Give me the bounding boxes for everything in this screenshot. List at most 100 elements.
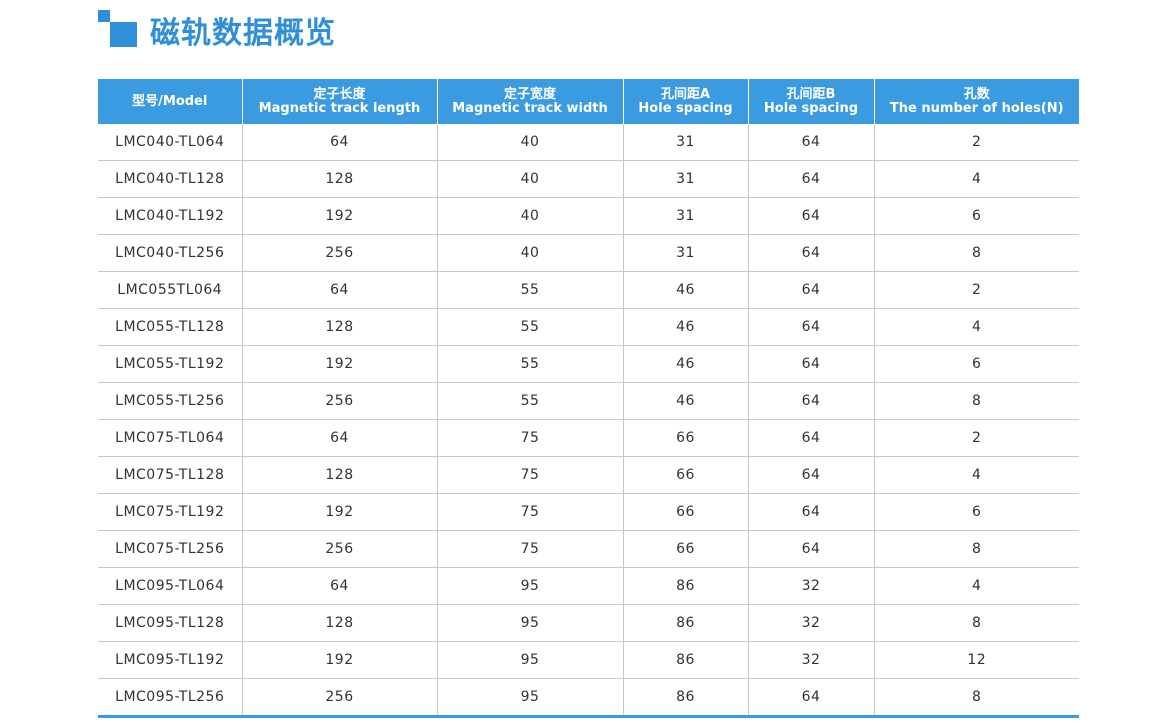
table-row: LMC075-TL192 192 75 66 64 6 bbox=[98, 493, 1079, 531]
table-row: LMC040-TL192 192 40 31 64 6 bbox=[98, 197, 1079, 235]
table-row: LMC095-TL192 192 95 86 32 12 bbox=[98, 641, 1079, 679]
table-row: LMC055TL064 64 55 46 64 2 bbox=[98, 271, 1079, 309]
model-cell: LMC055-TL192 bbox=[98, 345, 242, 383]
value-cell: 256 bbox=[241, 234, 437, 272]
value-cell: 66 bbox=[622, 493, 748, 531]
value-cell: 8 bbox=[873, 604, 1079, 642]
table-row: LMC040-TL128 128 40 31 64 4 bbox=[98, 160, 1079, 198]
title-icon bbox=[98, 10, 110, 22]
value-cell: 64 bbox=[747, 124, 874, 161]
header-line: Magnetic track length bbox=[258, 100, 421, 116]
value-cell: 64 bbox=[747, 530, 874, 568]
value-cell: 40 bbox=[436, 197, 623, 235]
header-line: 定子长度 bbox=[313, 86, 366, 102]
value-cell: 192 bbox=[241, 493, 437, 531]
value-cell: 6 bbox=[873, 345, 1079, 383]
table-row: LMC055-TL256 256 55 46 64 8 bbox=[98, 382, 1079, 420]
column-header: 孔间距A Hole spacing bbox=[622, 79, 748, 124]
value-cell: 66 bbox=[622, 456, 748, 494]
value-cell: 75 bbox=[436, 493, 623, 531]
model-cell: LMC095-TL256 bbox=[98, 678, 242, 717]
model-cell: LMC055-TL256 bbox=[98, 382, 242, 420]
value-cell: 256 bbox=[241, 530, 437, 568]
value-cell: 8 bbox=[873, 678, 1079, 717]
value-cell: 86 bbox=[622, 678, 748, 717]
value-cell: 95 bbox=[436, 678, 623, 717]
value-cell: 8 bbox=[873, 530, 1079, 568]
value-cell: 256 bbox=[241, 382, 437, 420]
model-cell: LMC055-TL128 bbox=[98, 308, 242, 346]
table-row: LMC095-TL128 128 95 86 32 8 bbox=[98, 604, 1079, 642]
value-cell: 64 bbox=[747, 382, 874, 420]
value-cell: 32 bbox=[747, 604, 874, 642]
value-cell: 2 bbox=[873, 124, 1079, 161]
header-line: 孔间距B bbox=[786, 86, 836, 102]
value-cell: 6 bbox=[873, 493, 1079, 531]
header-line: 孔数 bbox=[963, 86, 990, 102]
value-cell: 128 bbox=[241, 308, 437, 346]
model-cell: LMC075-TL256 bbox=[98, 530, 242, 568]
value-cell: 86 bbox=[622, 641, 748, 679]
value-cell: 64 bbox=[241, 271, 437, 309]
header-line: 孔间距A bbox=[660, 86, 711, 102]
value-cell: 75 bbox=[436, 419, 623, 457]
value-cell: 31 bbox=[622, 160, 748, 198]
value-cell: 95 bbox=[436, 641, 623, 679]
value-cell: 64 bbox=[241, 567, 437, 605]
value-cell: 66 bbox=[622, 419, 748, 457]
value-cell: 6 bbox=[873, 197, 1079, 235]
value-cell: 55 bbox=[436, 345, 623, 383]
column-header: 型号/Model bbox=[98, 79, 242, 124]
model-cell: LMC040-TL064 bbox=[115, 134, 225, 150]
value-cell: 31 bbox=[622, 124, 748, 161]
value-cell: 4 bbox=[873, 160, 1079, 198]
column-header: 孔数 The number of holes(N) bbox=[873, 79, 1079, 124]
value-cell: 8 bbox=[873, 382, 1079, 420]
model-cell: LMC095-TL064 bbox=[98, 567, 242, 605]
model-cell: LMC040-TL128 bbox=[98, 160, 242, 198]
header-line: 型号/Model bbox=[132, 93, 208, 109]
value-cell: 32 bbox=[747, 641, 874, 679]
header-line: Hole spacing bbox=[763, 100, 859, 116]
value-cell: 4 bbox=[873, 308, 1079, 346]
value-cell: 86 bbox=[622, 567, 748, 605]
value-cell: 64 bbox=[747, 493, 874, 531]
value-cell: 31 bbox=[622, 234, 748, 272]
table-row: LMC040-TL064 64 40 31 64 2 bbox=[98, 124, 1079, 161]
value-cell: 192 bbox=[241, 641, 437, 679]
value-cell: 64 bbox=[747, 234, 874, 272]
value-cell: 12 bbox=[873, 641, 1079, 679]
value-cell: 40 bbox=[436, 160, 623, 198]
model-cell: LMC095-TL128 bbox=[98, 604, 242, 642]
value-cell: 128 bbox=[241, 456, 437, 494]
page-title: 磁轨数据概览 bbox=[150, 16, 336, 51]
value-cell: 2 bbox=[873, 419, 1079, 457]
value-cell: 86 bbox=[622, 604, 748, 642]
header-line: 定子宽度 bbox=[503, 86, 556, 102]
column-header: 定子宽度 Magnetic track width bbox=[436, 79, 623, 124]
value-cell: 40 bbox=[436, 124, 623, 161]
table-row: LMC055-TL192 192 55 46 64 6 bbox=[98, 345, 1079, 383]
table-row: LMC095-TL256 256 95 86 64 8 bbox=[98, 678, 1079, 717]
value-cell: 4 bbox=[873, 567, 1079, 605]
value-cell: 95 bbox=[436, 567, 623, 605]
value-cell: 64 bbox=[747, 419, 874, 457]
value-cell: 2 bbox=[873, 271, 1079, 309]
value-cell: 64 bbox=[747, 197, 874, 235]
model-cell: LMC040-TL256 bbox=[98, 234, 242, 272]
model-cell: LMC075-TL192 bbox=[98, 493, 242, 531]
header-row: 型号/Model 定子长度 Magnetic track length 定子宽度 Mag… bbox=[98, 79, 1079, 124]
table-row: LMC075-TL128 128 75 66 64 4 bbox=[98, 456, 1079, 494]
header-line: Hole spacing bbox=[638, 100, 733, 116]
title-icon bbox=[110, 22, 137, 47]
column-header: 孔间距B Hole spacing bbox=[747, 79, 874, 124]
value-cell: 64 bbox=[747, 160, 874, 198]
value-cell: 75 bbox=[436, 530, 623, 568]
value-cell: 4 bbox=[873, 456, 1079, 494]
value-cell: 64 bbox=[747, 271, 874, 309]
value-cell: 64 bbox=[747, 345, 874, 383]
value-cell: 64 bbox=[241, 124, 437, 161]
table-row: LMC075-TL256 256 75 66 64 8 bbox=[98, 530, 1079, 568]
value-cell: 55 bbox=[436, 271, 623, 309]
